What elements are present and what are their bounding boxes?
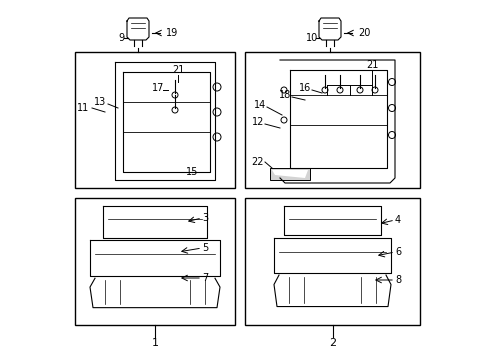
Text: 1: 1 [151,338,158,348]
Bar [244,52,419,188]
Text: 16: 16 [298,83,310,93]
Text: 18: 18 [278,90,290,100]
Text: 12: 12 [251,117,264,127]
Text: 21: 21 [171,65,184,75]
Text: 15: 15 [185,167,198,177]
Text: 17: 17 [151,83,164,93]
Text: 14: 14 [253,100,265,110]
Text: 3: 3 [202,213,207,223]
Text: 11: 11 [77,103,89,113]
Text: 8: 8 [394,275,400,285]
Text: 21: 21 [365,60,377,70]
Text: 10: 10 [305,33,318,43]
Text: 20: 20 [357,28,369,38]
Text: 4: 4 [394,215,400,225]
Text: 22: 22 [251,157,264,167]
Polygon shape [269,168,309,180]
Bar [75,198,235,325]
Text: 6: 6 [394,247,400,257]
Text: 19: 19 [165,28,178,38]
Text: 7: 7 [202,273,208,283]
Text: 13: 13 [94,97,106,107]
Text: 9: 9 [118,33,124,43]
Text: 2: 2 [328,338,335,348]
Text: 5: 5 [202,243,208,253]
Bar [75,52,235,188]
Polygon shape [271,170,307,178]
Bar [244,198,419,325]
